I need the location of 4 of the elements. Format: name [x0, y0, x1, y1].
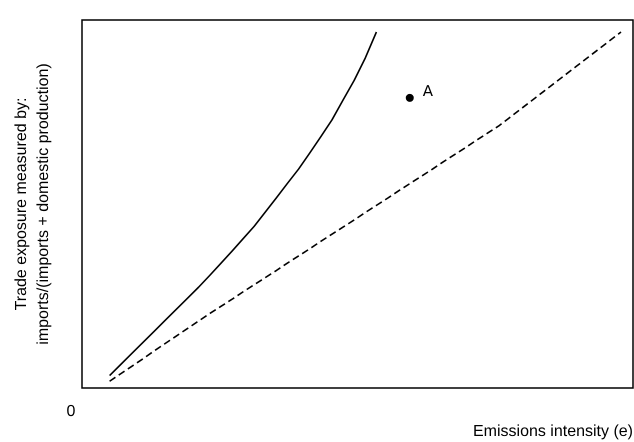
text: 0 — [66, 403, 76, 420]
x-axis-title: Emissions intensity (e) — [472, 423, 633, 440]
y-axis-title: Trade exposure measured by: imports/(imports + domestic production) — [13, 63, 52, 345]
series-label: A — [422, 82, 434, 100]
